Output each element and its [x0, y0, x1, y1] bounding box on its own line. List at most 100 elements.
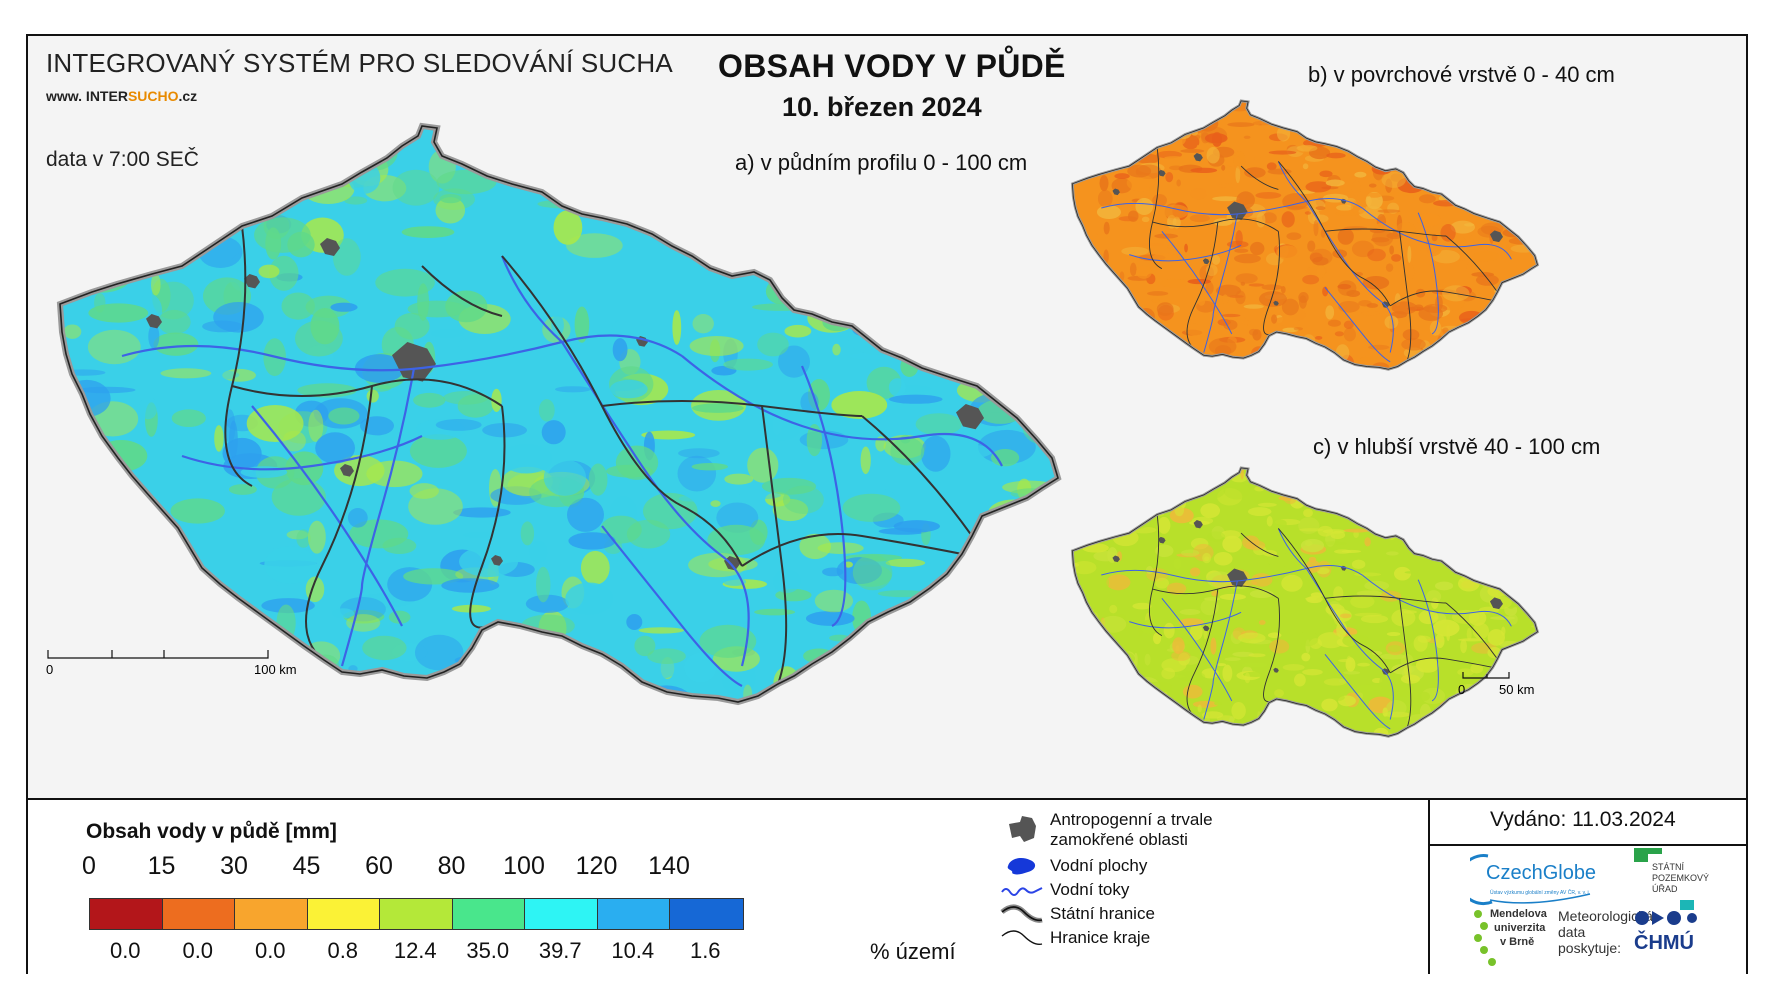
scale-small-end: 50 km [1499, 682, 1534, 697]
urban-area [956, 404, 984, 430]
river-line [1129, 244, 1242, 262]
river-line [1101, 197, 1363, 216]
river-line [1129, 611, 1242, 629]
map-frame: INTEGROVANÝ SYSTÉM PRO SLEDOVÁNÍ SUCHA w… [26, 34, 1748, 974]
river-line [1361, 207, 1512, 260]
legend-tick-label: 100 [503, 852, 545, 880]
legend-class-swatch [670, 899, 743, 929]
legend-class-swatch [380, 899, 453, 929]
map-c-label: c) v hlubší vrstvě 40 - 100 cm [1313, 434, 1601, 459]
mendel-text-3: v Brně [1500, 936, 1535, 948]
urban-label-line1: Antropogenní a trvale [1050, 810, 1213, 829]
river-line [681, 355, 1003, 467]
region-border [601, 400, 863, 417]
region-border [224, 225, 253, 487]
river-line [1203, 580, 1238, 720]
region-border [861, 415, 973, 537]
legend-tick-label: 30 [220, 852, 248, 880]
river-line [181, 435, 423, 471]
state-border [59, 125, 1059, 703]
scale-bar-small: 0 50 km [1458, 672, 1534, 697]
region-border [1263, 231, 1280, 336]
state-border [1071, 467, 1538, 737]
main-title: OBSAH VODY V PŮDĚ [718, 48, 1066, 84]
river-line [800, 365, 847, 627]
region-border [1278, 161, 1391, 307]
urban-area [1193, 520, 1203, 529]
czechglobe-text: CzechGlobe [1486, 862, 1597, 884]
map-b-label: b) v povrchové vrstvě 0 - 40 cm [1308, 62, 1615, 87]
river-line [601, 525, 743, 687]
spu-text-3: ÚŘAD [1652, 884, 1678, 894]
river-line [121, 334, 683, 372]
legend-class-percent: 1.6 [689, 938, 721, 963]
region-border [1240, 165, 1279, 190]
spu-logo [1634, 848, 1694, 910]
river-line [1417, 212, 1439, 335]
urban-label-line2: zamokřené oblasti [1050, 830, 1188, 849]
spu-text-1: STÁTNÍ [1652, 862, 1685, 872]
chmu-text: ČHMÚ [1634, 932, 1694, 954]
region-border [1263, 598, 1280, 703]
legend-class-swatch [235, 899, 308, 929]
state-border-label: Státní hranice [1050, 904, 1155, 923]
region-border [761, 405, 788, 685]
state-border-icon [1000, 904, 1043, 923]
river-line [251, 405, 403, 627]
legend-class-percent: 0.0 [254, 938, 286, 963]
river-line [500, 255, 563, 343]
system-title: INTEGROVANÝ SYSTÉM PRO SLEDOVÁNÍ SUCHA [46, 48, 673, 78]
mendel-text-1: Mendelova [1490, 908, 1547, 920]
legend-class-swatch [597, 899, 670, 929]
urban-area [1193, 153, 1203, 162]
czechglobe-logo [1470, 854, 1591, 906]
river-line [1203, 213, 1238, 353]
legend-class-swatch [525, 899, 598, 929]
river-line [1101, 564, 1363, 583]
river-line [340, 367, 416, 667]
urban-area [392, 342, 436, 382]
urban-area-icon [1009, 816, 1036, 842]
scale-main-end: 100 km [254, 662, 297, 677]
state-border [1071, 100, 1538, 370]
legend-class-percent: 39.7 [538, 938, 582, 963]
region-border [1152, 585, 1279, 599]
region-border [501, 255, 743, 567]
mendel-logo [1474, 910, 1496, 966]
water-areas-label: Vodní plochy [1050, 856, 1148, 875]
spu-text-2: POZEMKOVÝ [1652, 873, 1710, 883]
legend-class-percent: 35.0 [466, 938, 510, 963]
legend-tick-label: 140 [648, 852, 690, 880]
river-line [1161, 231, 1233, 335]
urban-area [146, 314, 162, 329]
issued-date: Vydáno: 11.03.2024 [1490, 808, 1676, 831]
map-c-deep-layer [1070, 466, 1540, 738]
region-border [1445, 235, 1498, 293]
urban-area [1112, 555, 1120, 563]
legend-colorbar [89, 898, 744, 930]
region-border [1399, 231, 1412, 362]
meteo-text-2: data [1558, 924, 1586, 940]
legend-class-swatch [307, 899, 380, 929]
legend-tick-label: 0 [82, 852, 96, 880]
urban-area [1202, 625, 1210, 632]
urban-area [1158, 536, 1166, 544]
legend-class-swatch [452, 899, 525, 929]
region-border [305, 385, 373, 673]
region-border [1445, 602, 1498, 660]
chmu-logo-icon [1635, 911, 1697, 925]
meteo-text-3: poskytuje: [1558, 940, 1622, 956]
region-border [741, 533, 963, 567]
scale-bar-main: 0 100 km [46, 650, 297, 677]
region-border [1240, 532, 1279, 557]
legend-tick-label: 45 [292, 852, 321, 880]
map-panel: INTEGROVANÝ SYSTÉM PRO SLEDOVÁNÍ SUCHA w… [28, 36, 1746, 796]
region-border [421, 265, 503, 317]
river-line [1277, 528, 1307, 569]
legend-class-percent: 0.8 [327, 938, 359, 963]
website-url[interactable]: www. INTERSUCHO.cz [46, 88, 198, 104]
urban-area [320, 238, 340, 256]
river-line [1324, 653, 1391, 730]
scale-main-start: 0 [46, 662, 53, 677]
urban-area [1489, 597, 1503, 610]
